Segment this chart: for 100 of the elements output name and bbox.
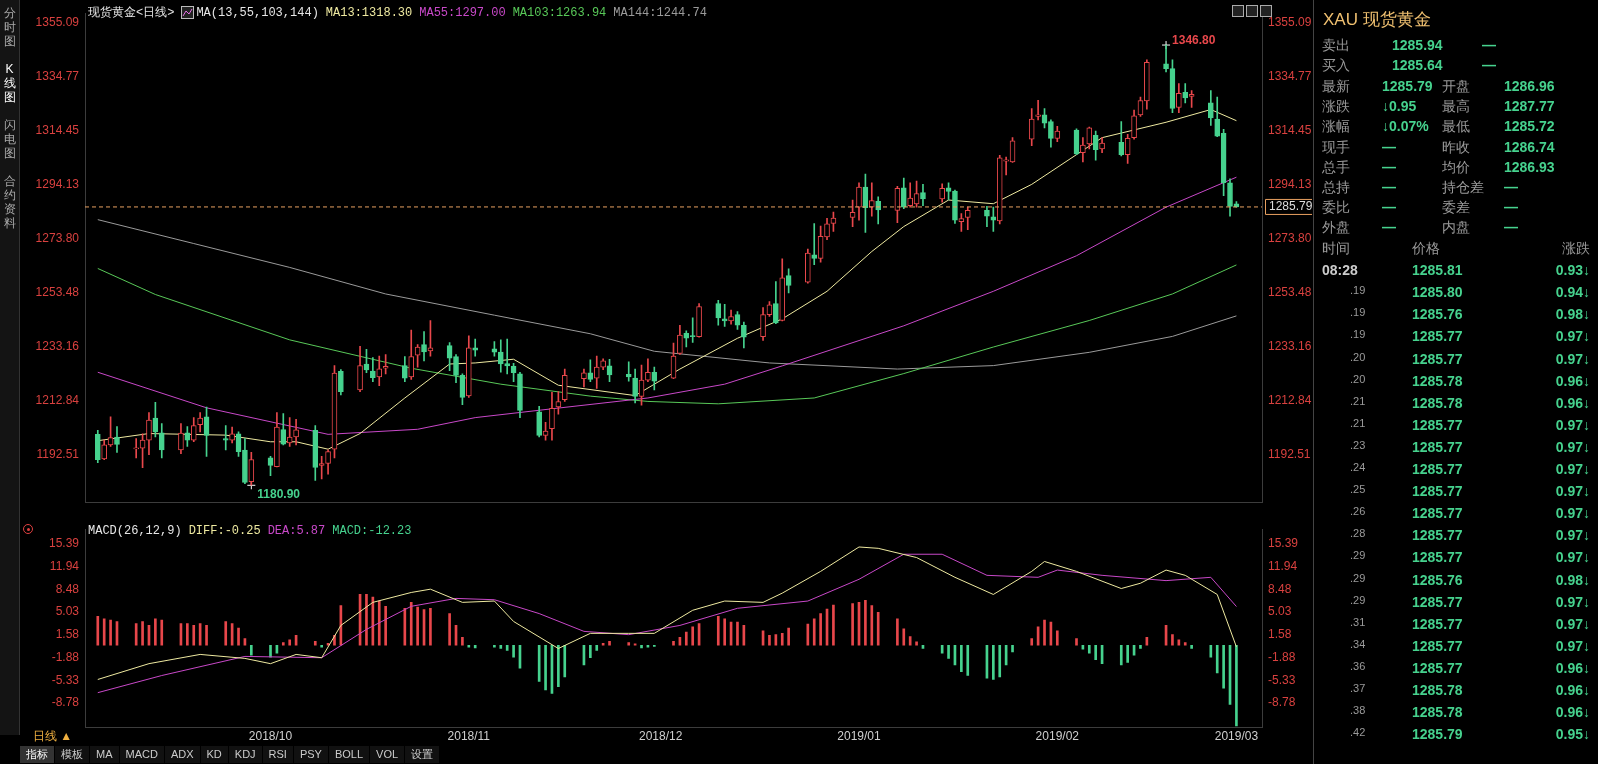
text: .21	[1350, 394, 1366, 407]
bar	[947, 644, 950, 659]
text: .19	[1350, 328, 1366, 341]
text: 1285.77	[1412, 615, 1463, 632]
text: 0.97↓	[1555, 615, 1590, 632]
text: .26	[1350, 505, 1366, 518]
candlestick	[286, 417, 293, 447]
text: 0.97↓	[1555, 328, 1590, 345]
text: .38	[1350, 704, 1366, 717]
text: .20	[1350, 372, 1366, 385]
text: 1285.72	[1504, 118, 1555, 135]
candlestick	[472, 338, 479, 357]
text: —	[1382, 138, 1396, 155]
bar	[429, 607, 432, 646]
candlestick	[1035, 99, 1041, 121]
text: 总持	[1322, 179, 1350, 197]
y-tick-label: -8.78	[51, 695, 80, 710]
bar	[102, 618, 106, 646]
text: 0.97↓	[1555, 438, 1590, 455]
text: 0.97↓	[1555, 416, 1590, 433]
candlestick	[222, 425, 229, 451]
text: 1285.77	[1412, 637, 1463, 654]
x-tick-label: 2019/02	[1035, 729, 1080, 744]
x-tick-label: 2018/11	[447, 729, 491, 744]
bar	[902, 628, 906, 646]
text: 1285.78	[1412, 704, 1463, 721]
bar	[96, 615, 100, 646]
text: 涨跌	[1562, 240, 1590, 258]
text: 0.96↓	[1555, 682, 1590, 698]
bar	[512, 644, 515, 658]
text: 时间	[1322, 240, 1350, 258]
bar	[1030, 638, 1034, 646]
text: .28	[1350, 527, 1366, 540]
bar	[109, 619, 112, 646]
text: 持仓差	[1442, 179, 1484, 197]
x-tick-label: 2018/10	[248, 729, 293, 744]
text: KDJ	[228, 746, 262, 763]
text: 1285.77	[1412, 505, 1463, 522]
candlestick	[504, 338, 511, 375]
bar	[960, 644, 963, 672]
bar	[1055, 630, 1059, 646]
bar	[563, 644, 567, 678]
x-tick-label: 2018/12	[639, 729, 683, 744]
text: .20	[1350, 350, 1366, 363]
text: MA	[90, 746, 119, 763]
text: DEA:5.87	[267, 524, 326, 538]
bar	[320, 644, 324, 648]
bar	[499, 644, 503, 649]
text: DIFF:-0.25	[188, 524, 261, 538]
bar	[269, 644, 272, 658]
bar	[851, 603, 854, 646]
bar	[787, 627, 790, 646]
text: 现手	[1322, 138, 1350, 157]
bar	[1209, 644, 1213, 658]
bar	[467, 644, 471, 648]
text: MA13:1318.30	[325, 5, 413, 20]
text: 1285.76	[1412, 306, 1463, 323]
bar	[473, 644, 477, 649]
y2-tick-label: 15.39	[1268, 536, 1299, 551]
y-tick-label: 1355.09	[35, 15, 80, 30]
text: 0.97↓	[1555, 505, 1590, 522]
bar	[589, 644, 592, 659]
y2-tick-label: 1273.80	[1268, 231, 1312, 246]
y-tick-label: 1212.84	[35, 392, 80, 407]
text: 1285.77	[1412, 527, 1463, 544]
y-tick-label: 11.94	[49, 558, 80, 573]
text: 1285.77	[1412, 659, 1463, 676]
bar	[377, 600, 381, 646]
x-tick-label: 2019/01	[837, 729, 882, 744]
text: .29	[1350, 593, 1366, 606]
y-tick-label: 5.03	[55, 604, 80, 619]
text: 委差	[1442, 199, 1470, 218]
text: MA55:1297.00	[419, 5, 506, 20]
bar	[1075, 638, 1078, 646]
bar	[640, 644, 643, 649]
y-tick-label: 1314.45	[35, 123, 80, 138]
bar	[723, 618, 726, 646]
text: —	[1482, 37, 1496, 53]
text: 总手	[1322, 158, 1350, 177]
bar	[448, 613, 451, 646]
legend-title: MA(13,55,103,144)	[196, 5, 319, 20]
text: 0.95↓	[1555, 726, 1590, 743]
y2-tick-label: 1334.77	[1268, 69, 1312, 84]
text: —	[1382, 158, 1396, 175]
bar	[192, 625, 196, 646]
text: K线图	[3, 62, 16, 104]
text: ↓0.95	[1382, 98, 1417, 115]
text: MA103:1263.94	[512, 5, 607, 20]
bar	[505, 644, 509, 651]
bar	[141, 621, 144, 646]
text: 合约资料	[3, 174, 16, 230]
text: 1285.77	[1412, 328, 1463, 345]
candlestick	[133, 438, 139, 459]
bar	[384, 605, 387, 646]
y2-tick-label: 1294.13	[1268, 177, 1312, 192]
y2-tick-label: -1.88	[1268, 649, 1296, 664]
bar	[493, 644, 496, 648]
y2-tick-label: 8.48	[1268, 581, 1292, 596]
text: 设置	[405, 746, 440, 763]
y2-tick-label: 1355.09	[1268, 15, 1312, 30]
